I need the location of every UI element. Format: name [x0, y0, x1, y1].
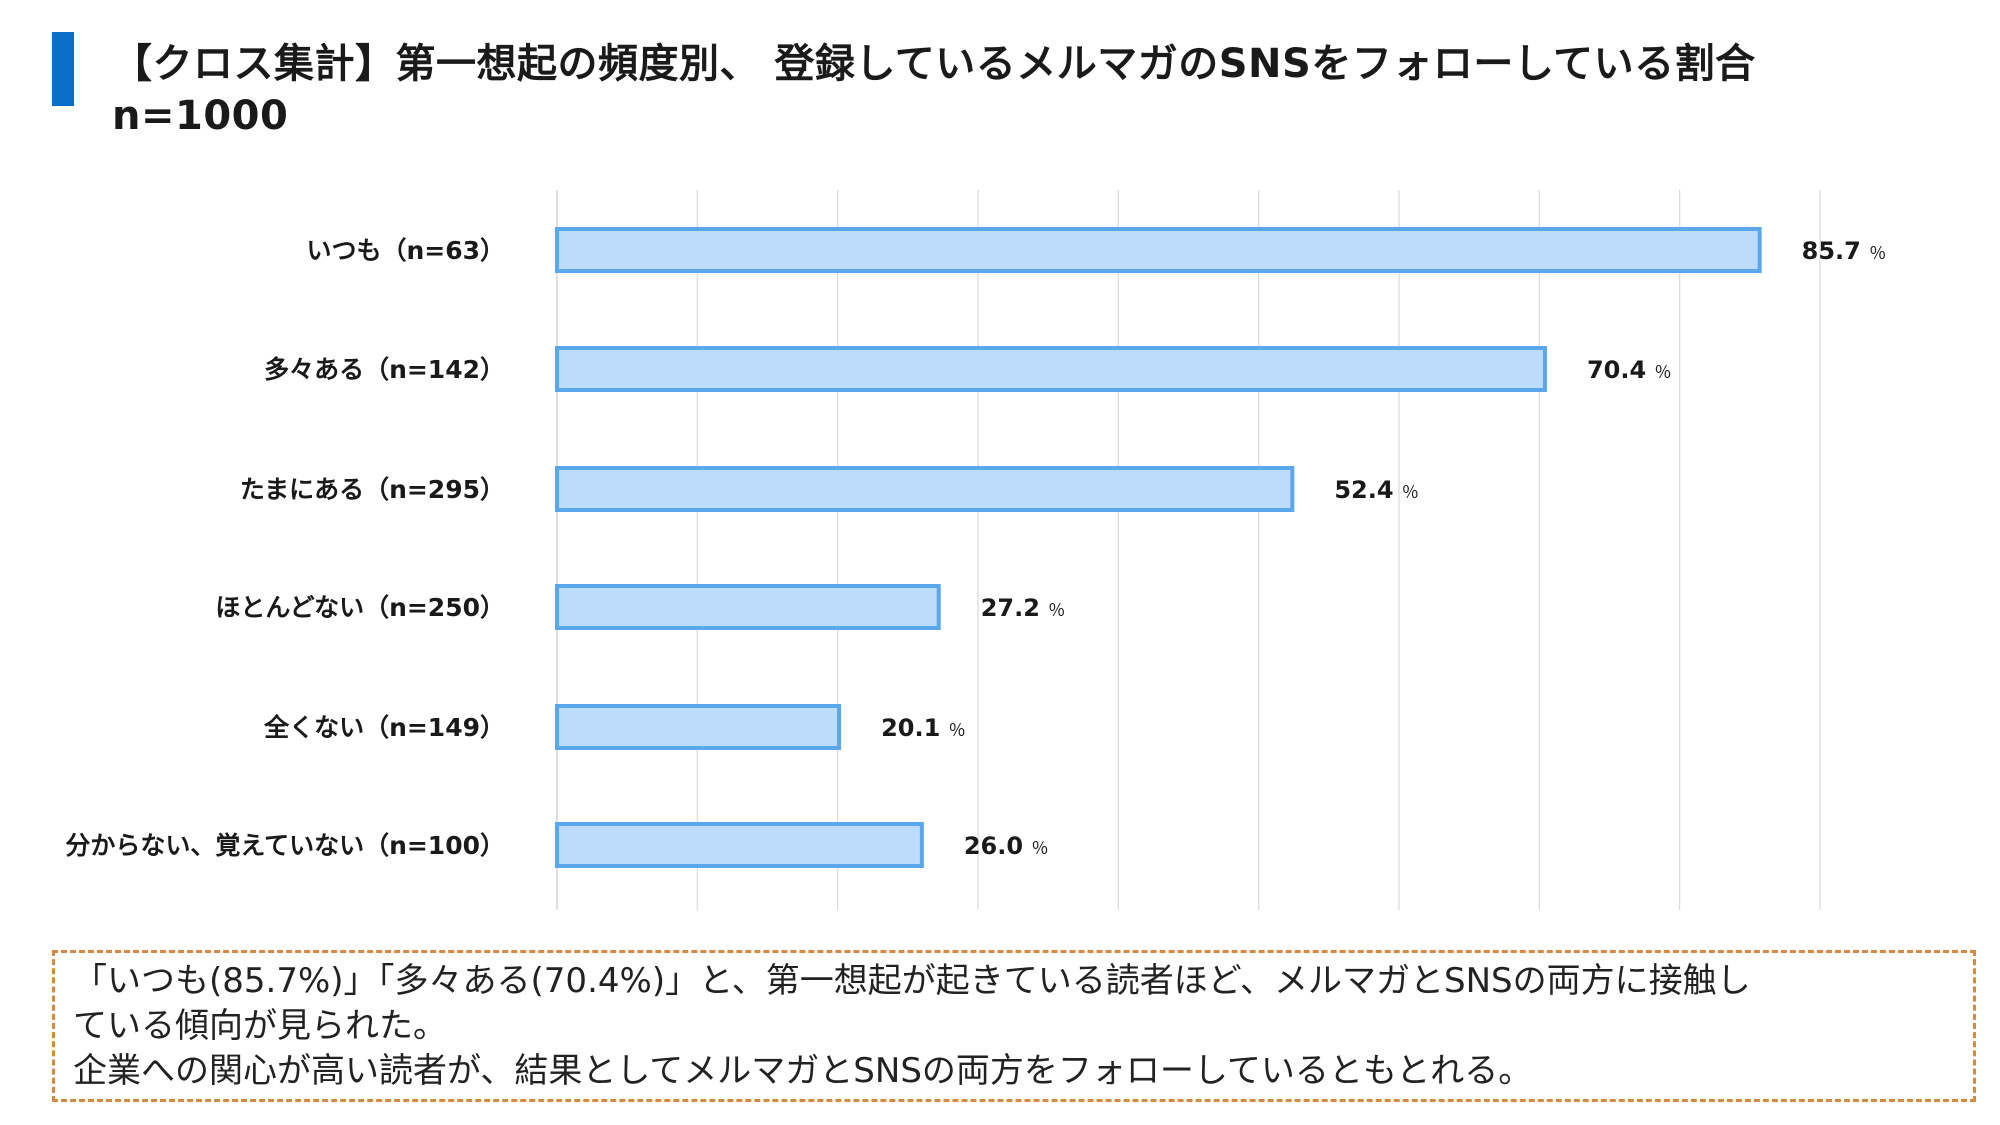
bar: [555, 227, 1762, 273]
value-label: 52.4 ％: [1334, 476, 1419, 504]
title-line-1: 【クロス集計】第一想起の頻度別、 登録しているメルマガのSNSをフォローしている…: [112, 41, 1756, 87]
value-label: 26.0 ％: [964, 832, 1049, 860]
summary-note-box: 「いつも(85.7%)」「多々ある(70.4%)」と、第一想起が起きている読者ほ…: [52, 950, 1976, 1102]
note-line-3: 企業への関心が高い読者が、結果としてメルマガとSNSの両方をフォローしているとも…: [73, 1051, 1533, 1091]
chart-title: 【クロス集計】第一想起の頻度別、 登録しているメルマガのSNSをフォローしている…: [112, 38, 1972, 142]
value-label: 27.2 ％: [981, 594, 1066, 622]
note-line-2: ている傾向が見られた。: [73, 1006, 447, 1046]
value-label: 85.7 ％: [1802, 237, 1887, 265]
title-accent-bar: [52, 32, 74, 106]
bar: [555, 822, 924, 868]
note-line-1: 「いつも(85.7%)」「多々ある(70.4%)」と、第一想起が起きている読者ほ…: [73, 961, 1751, 1001]
value-label: 70.4 ％: [1587, 356, 1672, 384]
category-label: 多々ある（n=142）: [264, 355, 505, 384]
value-label: 20.1 ％: [881, 714, 966, 742]
bar: [555, 704, 842, 750]
category-label: 分からない、覚えていない（n=100）: [65, 831, 505, 860]
bar: [555, 346, 1547, 392]
category-label: ほとんどない（n=250）: [215, 593, 505, 622]
category-label: いつも（n=63）: [306, 236, 505, 265]
category-label: たまにある（n=295）: [240, 475, 505, 504]
title-sample-size: n=1000: [112, 93, 289, 139]
bar-chart: いつも（n=63） 85.7 ％ 多々ある（n=142） 70.4 ％ たまにある（n=…: [65, 190, 1887, 910]
bar: [555, 466, 1295, 512]
category-label: 全くない（n=149）: [263, 713, 505, 742]
bar: [555, 584, 941, 630]
